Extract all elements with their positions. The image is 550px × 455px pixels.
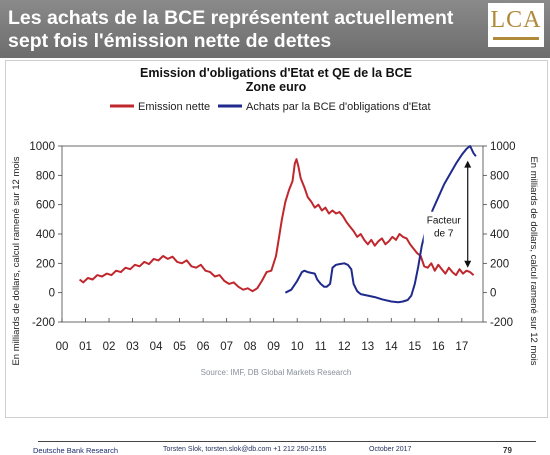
x-tick-label: 09 <box>267 341 280 353</box>
legend: Emission nette Achats par la BCE d'oblig… <box>110 101 431 113</box>
x-tick-label: 15 <box>408 341 421 353</box>
y-tick-label-right: 600 <box>490 200 509 212</box>
annotation-label-line-1: Facteur <box>427 216 462 227</box>
x-tick-label: 02 <box>103 341 116 353</box>
annotation-label-line-2: de 7 <box>434 229 454 240</box>
y-tick-label-left: 0 <box>49 288 55 300</box>
y-tick-label-left: 400 <box>36 229 55 241</box>
y-tick-label-right: 200 <box>490 258 509 270</box>
x-tick-label: 06 <box>197 341 210 353</box>
headline: Les achats de la BCE représentent actuel… <box>8 7 478 53</box>
x-tick-label: 08 <box>244 341 257 353</box>
footer-contact: Torsten Slok, torsten.slok@db.com +1 212… <box>163 446 327 453</box>
x-tick-label: 03 <box>126 341 139 353</box>
chart-panel: Emission d'obligations d'Etat et QE de l… <box>5 60 548 455</box>
series-lines <box>78 145 477 304</box>
x-tick-label: 10 <box>291 341 304 353</box>
y-tick-label-right: -200 <box>490 317 513 329</box>
annotation-arrowhead-bottom <box>464 260 472 268</box>
x-tick-label: 17 <box>455 341 468 353</box>
lca-logo: LCA <box>488 3 544 47</box>
x-tick-label: 00 <box>56 341 69 353</box>
y-tick-label-left: 600 <box>36 200 55 212</box>
headline-line-1: Les achats de la BCE représentent actuel… <box>8 7 454 29</box>
y-tick-label-right: 1000 <box>490 141 516 153</box>
chart-title: Emission d'obligations d'Etat et QE de l… <box>140 66 412 80</box>
legend-label-achats: Achats par la BCE d'obligations d'Etat <box>246 101 431 113</box>
x-tick-label: 16 <box>432 341 445 353</box>
legend-label-emission: Emission nette <box>138 101 210 113</box>
y-tick-label-left: 200 <box>36 258 55 270</box>
y-axis-label-left: En milliards de dollars, calcul ramené s… <box>11 156 22 365</box>
series-line-emission <box>78 158 475 293</box>
chart: Emission d'obligations d'Etat et QE de l… <box>11 66 539 377</box>
logo-underline <box>493 37 539 40</box>
annotation-arrowhead-top <box>464 160 472 168</box>
annotation: Facteur de 7 <box>423 160 472 268</box>
footer-page-number: 79 <box>503 446 512 455</box>
x-tick-label: 12 <box>338 341 351 353</box>
annotation-label-bg <box>423 211 464 242</box>
footer-brand: Deutsche Bank Research <box>33 446 119 455</box>
logo-text: LCA <box>490 7 542 33</box>
x-tick-label: 04 <box>150 341 163 353</box>
x-tick-label: 07 <box>220 341 233 353</box>
chart-subtitle: Zone euro <box>246 80 307 94</box>
x-tick-label: 13 <box>361 341 374 353</box>
series-line-achats <box>284 145 477 304</box>
plot-frame <box>61 145 484 323</box>
footer-date: October 2017 <box>369 446 412 453</box>
headline-line-2: sept fois l'émission nette de dettes <box>8 30 332 52</box>
chart-source: Source: IMF, DB Global Markets Research <box>201 368 352 377</box>
y-tick-label-right: 400 <box>490 229 509 241</box>
y-axis-label-right: En milliards de dollars, calcul ramené s… <box>528 156 539 365</box>
x-tick-label: 01 <box>79 341 92 353</box>
y-tick-label-left: 800 <box>36 170 55 182</box>
header-banner: Les achats de la BCE représentent actuel… <box>0 0 550 58</box>
y-tick-label-right: 800 <box>490 170 509 182</box>
footer-rule <box>38 441 536 442</box>
y-tick-label-right: 0 <box>490 288 496 300</box>
x-tick-label: 05 <box>173 341 186 353</box>
y-tick-label-left: 1000 <box>29 141 55 153</box>
x-tick-label: 11 <box>315 341 327 353</box>
x-tick-label: 14 <box>385 341 398 353</box>
y-tick-label-left: -200 <box>32 317 55 329</box>
